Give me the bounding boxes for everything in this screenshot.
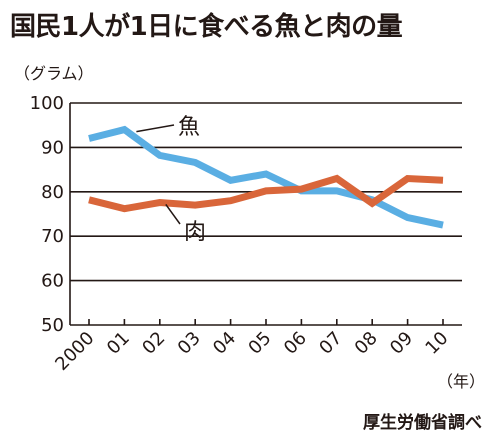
x-tick-label: 09 bbox=[386, 328, 417, 359]
source-credit: 厚生労働省調べ bbox=[363, 413, 482, 433]
x-axis-unit-label: （年） bbox=[437, 372, 486, 391]
series-line-1 bbox=[88, 174, 444, 213]
axes bbox=[69, 103, 444, 325]
y-tick-label: 90 bbox=[41, 137, 64, 158]
y-tick-label: 50 bbox=[41, 315, 64, 336]
series-label-fish: 魚 bbox=[178, 115, 200, 140]
x-tick-label: 06 bbox=[280, 328, 311, 359]
y-tick-label: 80 bbox=[41, 182, 64, 203]
series-lines bbox=[88, 125, 444, 229]
x-tick-label: 10 bbox=[421, 328, 452, 359]
y-axis-unit-label: （グラム） bbox=[14, 64, 94, 83]
x-tick-label: 01 bbox=[103, 328, 134, 359]
x-tick-label: 03 bbox=[174, 328, 205, 359]
series-line-0 bbox=[88, 125, 444, 229]
series-leader-meat bbox=[165, 204, 181, 225]
x-tick-label: 08 bbox=[351, 328, 382, 359]
y-tick-label: 60 bbox=[41, 271, 64, 292]
chart-title: 国民1人が1日に食べる魚と肉の量 bbox=[10, 12, 403, 42]
x-tick-label: 02 bbox=[138, 328, 169, 359]
y-tick-label: 70 bbox=[41, 226, 64, 247]
series-label-meat: 肉 bbox=[184, 220, 206, 245]
series-leader-fish bbox=[136, 124, 175, 133]
y-tick-label: 100 bbox=[30, 93, 64, 114]
x-tick-label: 05 bbox=[244, 328, 275, 359]
x-tick-label: 07 bbox=[315, 328, 346, 359]
x-tick-label: 04 bbox=[209, 328, 240, 359]
